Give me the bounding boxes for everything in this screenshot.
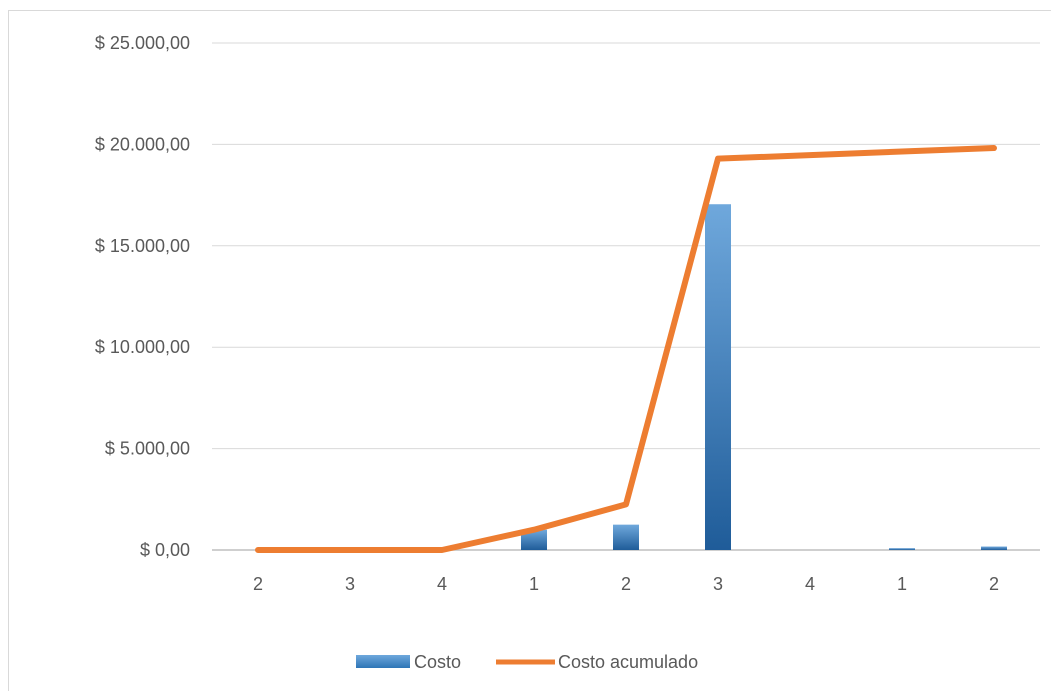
- bar-costo: [613, 524, 639, 550]
- x-tick-label: 3: [345, 574, 355, 594]
- gridlines: [212, 42, 1040, 551]
- y-axis-tick-labels: $ 0,00 $ 5.000,00 $ 10.000,00 $ 15.000,00 $ …: [95, 33, 190, 560]
- x-tick-label: 1: [529, 574, 539, 594]
- bar-costo: [981, 546, 1007, 550]
- y-tick-label: $ 15.000,00: [95, 236, 190, 256]
- y-tick-label: $ 20.000,00: [95, 134, 190, 154]
- y-tick-label: $ 10.000,00: [95, 337, 190, 357]
- x-tick-label: 2: [621, 574, 631, 594]
- bar-costo: [889, 548, 915, 550]
- bars-costo: [521, 204, 1007, 550]
- x-tick-label: 3: [713, 574, 723, 594]
- legend-swatch-costo: [356, 655, 410, 668]
- line-series-costo-acumulado: [255, 145, 997, 553]
- bar-costo: [705, 204, 731, 550]
- x-tick-label: 2: [253, 574, 263, 594]
- bar-costo: [521, 529, 547, 550]
- y-tick-label: $ 5.000,00: [105, 439, 190, 459]
- x-axis-tick-labels: 2 3 4 1 2 3 4 1 2: [253, 574, 999, 594]
- x-tick-label: 1: [897, 574, 907, 594]
- line-costo-acumulado: [255, 145, 997, 553]
- legend: Costo Costo acumulado: [356, 652, 698, 672]
- legend-label-costo-acumulado: Costo acumulado: [558, 652, 698, 672]
- x-tick-label: 4: [805, 574, 815, 594]
- y-tick-label: $ 25.000,00: [95, 33, 190, 53]
- x-tick-label: 4: [437, 574, 447, 594]
- y-tick-label: $ 0,00: [140, 540, 190, 560]
- legend-label-costo: Costo: [414, 652, 461, 672]
- x-tick-label: 2: [989, 574, 999, 594]
- chart-frame: [8, 10, 1051, 691]
